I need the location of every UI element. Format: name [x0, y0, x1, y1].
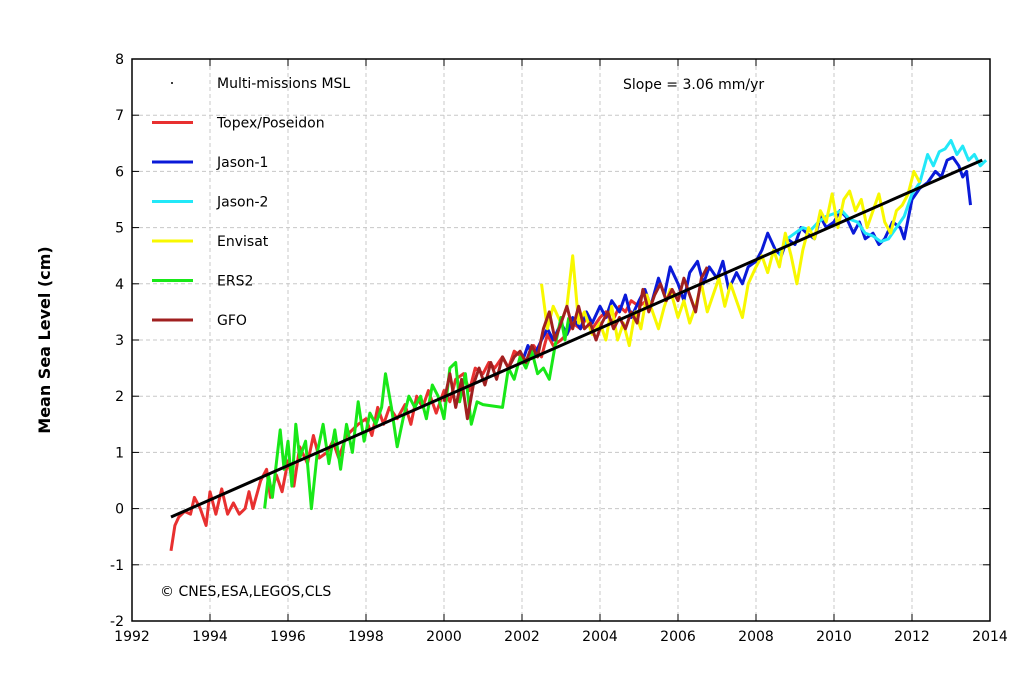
x-tick-label: 2002	[504, 629, 540, 645]
slope-annotation: Slope = 3.06 mm/yr	[623, 77, 764, 93]
series-line-jason-1	[520, 155, 972, 363]
trend-line	[170, 158, 983, 519]
series-layer	[169, 139, 988, 552]
x-tick-label: 2012	[894, 629, 930, 645]
x-tick-label: 2006	[660, 629, 696, 645]
series-line-gfo	[442, 266, 709, 421]
y-tick-label: 2	[115, 389, 124, 405]
x-tick-label: 1994	[192, 629, 228, 645]
x-tick-label: 2010	[816, 629, 852, 645]
x-tick-label: 1992	[114, 629, 150, 645]
y-tick-label: 5	[115, 221, 124, 237]
y-tick-label: 8	[115, 52, 124, 68]
y-axis-label: Mean Sea Level (cm)	[35, 246, 54, 433]
y-tick-label: 6	[115, 164, 124, 180]
x-tick-label: 2000	[426, 629, 462, 645]
legend-label-envisat: Envisat	[217, 234, 269, 250]
legend-label-jason-2: Jason-2	[216, 195, 268, 211]
y-tick-label: 7	[115, 108, 124, 124]
legend-marker-multi-missions-msl	[171, 82, 173, 84]
y-tick-label: 1	[115, 445, 124, 461]
y-tick-label: 3	[115, 333, 124, 349]
legend-label-ers2: ERS2	[217, 274, 253, 290]
legend-label-multi-missions-msl: Multi-missions MSL	[217, 76, 350, 92]
copyright-annotation: © CNES,ESA,LEGOS,CLS	[160, 584, 331, 600]
legend: Multi-missions MSL Topex/Poseidon Jason-1 J…	[152, 76, 350, 329]
legend-label-jason-1: Jason-1	[216, 155, 268, 171]
x-tick-label: 1996	[270, 629, 306, 645]
y-tick-label: 0	[115, 502, 124, 518]
y-tick-label: 4	[115, 277, 124, 293]
x-tick-label: 2008	[738, 629, 774, 645]
legend-label-gfo: GFO	[217, 313, 247, 329]
legend-label-topex-poseidon: Topex/Poseidon	[216, 116, 325, 132]
y-tick-label: -2	[110, 614, 124, 630]
series-line-ers2	[263, 316, 571, 511]
x-tick-label: 2004	[582, 629, 618, 645]
x-tick-label: 1998	[348, 629, 384, 645]
y-tick-label: -1	[110, 558, 124, 574]
x-tick-label: 2014	[972, 629, 1008, 645]
series-line-jason-2	[778, 139, 988, 257]
axis-ticks: 1992 1994 1996 1998 2000 2002 2004 2006 2008 2010…	[110, 52, 1008, 645]
